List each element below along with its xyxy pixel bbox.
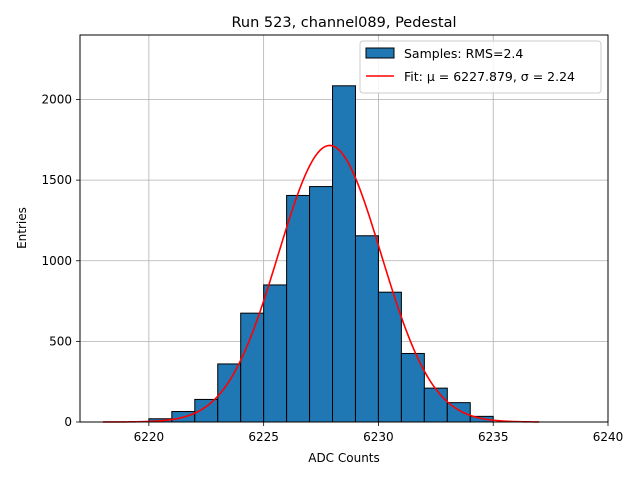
legend-fit-label: Fit: μ = 6227.879, σ = 2.24 <box>404 69 575 84</box>
histogram-bar <box>354 235 379 423</box>
histogram-bar <box>240 312 265 423</box>
y-tick-label: 500 <box>49 334 72 348</box>
legend: Samples: RMS=2.4 Fit: μ = 6227.879, σ = … <box>359 40 602 94</box>
x-tick-label: 6240 <box>593 430 624 444</box>
y-tick-label: 1000 <box>41 254 72 268</box>
histogram-bar <box>263 284 288 423</box>
fit-curve <box>102 144 540 423</box>
x-axis-ticks: 6220 6225 6230 6235 6240 <box>134 422 624 444</box>
histogram-bar <box>309 186 334 423</box>
y-axis-ticks: 0 500 1000 1500 2000 <box>41 93 80 429</box>
histogram-bar <box>332 85 356 423</box>
legend-box <box>359 40 602 94</box>
x-tick-label: 6235 <box>478 430 509 444</box>
y-tick-label: 0 <box>64 415 72 429</box>
plot-frame <box>79 34 609 423</box>
histogram-bar <box>286 194 311 423</box>
y-tick-label: 1500 <box>41 173 72 187</box>
x-axis-label: ADC Counts <box>308 451 380 465</box>
x-tick-label: 6230 <box>363 430 394 444</box>
histogram-bar <box>423 387 448 423</box>
x-tick-label: 6220 <box>134 430 165 444</box>
histogram-bars <box>148 85 494 423</box>
legend-samples-label: Samples: RMS=2.4 <box>404 46 523 61</box>
legend-samples-swatch <box>365 47 395 59</box>
fit-curve-group <box>102 144 540 423</box>
histogram-bar <box>377 291 402 423</box>
chart-title: Run 523, channel089, Pedestal <box>231 15 456 31</box>
y-tick-label: 2000 <box>41 93 72 107</box>
y-axis-label: Entries <box>15 207 29 249</box>
x-tick-label: 6225 <box>248 430 279 444</box>
